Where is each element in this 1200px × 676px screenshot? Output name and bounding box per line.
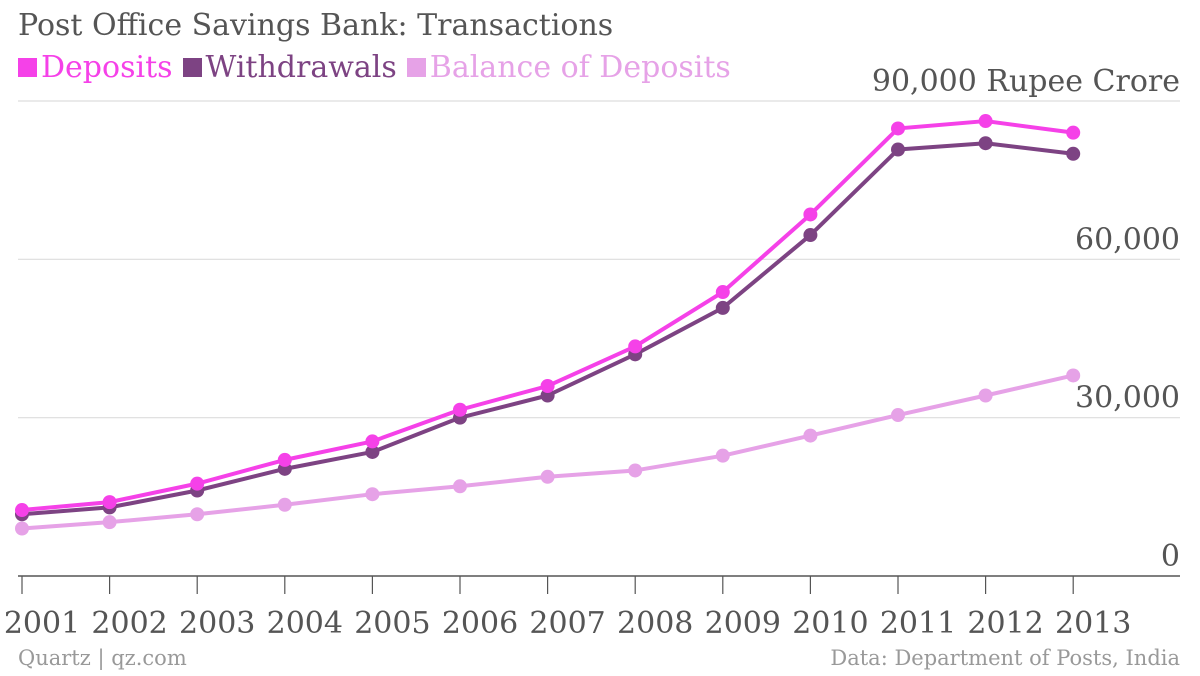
- data-point-withdrawals: [803, 228, 818, 243]
- x-tick-label: 2004: [267, 606, 343, 641]
- legend-item-balance-of-deposits: Balance of Deposits: [406, 50, 731, 85]
- data-point-balance-of-deposits: [1066, 368, 1081, 383]
- legend-label: Balance of Deposits: [429, 50, 731, 85]
- data-point-balance-of-deposits: [628, 463, 643, 478]
- legend-item-withdrawals: Withdrawals: [182, 50, 397, 85]
- x-tick-label: 2007: [529, 606, 605, 641]
- legend-swatch: [18, 58, 37, 77]
- legend-swatch: [406, 58, 426, 77]
- x-tick-label: 2003: [179, 606, 255, 641]
- x-tick-label: 2008: [617, 606, 693, 641]
- data-source: Data: Department of Posts, India: [830, 646, 1180, 670]
- data-point-deposits: [277, 452, 292, 467]
- data-point-withdrawals: [978, 136, 993, 151]
- data-point-balance-of-deposits: [891, 408, 905, 423]
- data-point-balance-of-deposits: [190, 507, 205, 522]
- series-line-deposits: [20, 119, 1076, 513]
- data-point-deposits: [15, 503, 29, 518]
- legend-swatch: [182, 58, 202, 77]
- x-tick-label: 2001: [4, 606, 80, 641]
- x-tick-label: 2013: [1055, 606, 1131, 641]
- legend-label: Deposits: [41, 50, 173, 85]
- data-point-deposits: [1066, 125, 1081, 140]
- legend: Deposits Withdrawals Balance of Deposits: [18, 50, 741, 85]
- x-tick-label: 2011: [880, 606, 956, 641]
- series-line-withdrawals: [20, 141, 1076, 517]
- y-tick-label: 90,000 Rupee Crore: [872, 64, 1180, 99]
- data-point-deposits: [540, 379, 555, 393]
- data-point-balance-of-deposits: [365, 487, 380, 502]
- y-tick-label: 30,000: [1075, 381, 1180, 416]
- data-point-deposits: [715, 285, 730, 300]
- data-point-deposits: [978, 114, 993, 129]
- x-tick-label: 2012: [967, 606, 1043, 641]
- data-point-balance-of-deposits: [540, 469, 555, 484]
- data-point-balance-of-deposits: [453, 479, 467, 494]
- data-point-deposits: [190, 476, 205, 491]
- legend-label: Withdrawals: [205, 50, 397, 85]
- data-point-withdrawals: [715, 300, 730, 315]
- x-tick-label: 2005: [354, 606, 430, 641]
- chart-title: Post Office Savings Bank: Transactions: [18, 8, 614, 43]
- y-tick-label: 60,000: [1075, 222, 1180, 257]
- data-point-deposits: [365, 434, 380, 449]
- x-tick-label: 2009: [705, 606, 781, 641]
- x-tick-label: 2002: [91, 606, 167, 641]
- source-credit: Quartz | qz.com: [18, 646, 187, 670]
- data-point-balance-of-deposits: [15, 521, 29, 536]
- y-tick-label: 0: [1161, 539, 1180, 574]
- data-point-deposits: [891, 121, 905, 136]
- data-point-balance-of-deposits: [715, 448, 730, 463]
- legend-item-deposits: Deposits: [18, 50, 173, 85]
- data-point-withdrawals: [1066, 146, 1081, 161]
- x-tick-label: 2010: [792, 606, 868, 641]
- data-point-deposits: [803, 207, 818, 222]
- data-point-deposits: [102, 495, 117, 510]
- data-point-balance-of-deposits: [978, 388, 993, 403]
- x-tick-label: 2006: [442, 606, 518, 641]
- data-point-balance-of-deposits: [277, 497, 292, 512]
- data-point-balance-of-deposits: [102, 515, 117, 530]
- data-point-withdrawals: [891, 142, 905, 157]
- data-point-deposits: [628, 339, 643, 354]
- data-point-balance-of-deposits: [803, 428, 818, 443]
- data-point-deposits: [453, 402, 467, 417]
- data-point-withdrawals: [365, 444, 380, 459]
